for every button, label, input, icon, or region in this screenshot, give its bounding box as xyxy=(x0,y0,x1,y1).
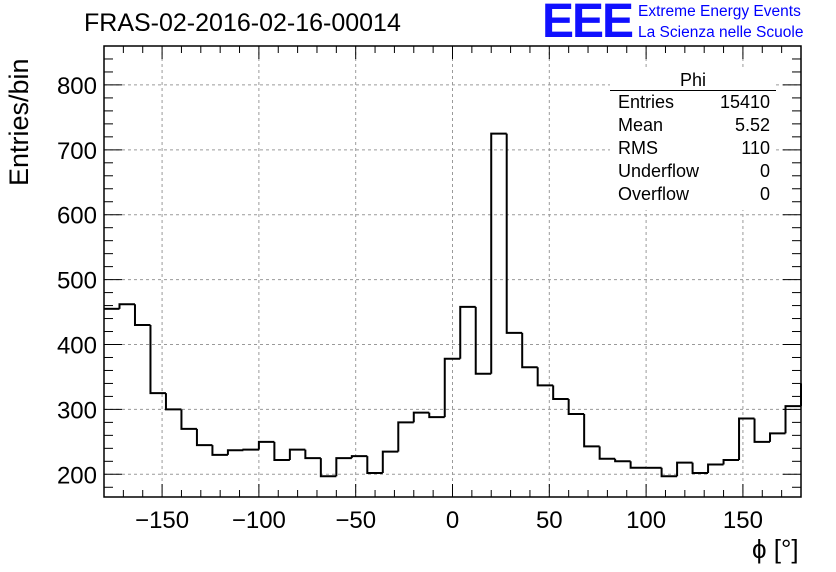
histogram-bin xyxy=(505,133,523,334)
stats-label: Mean xyxy=(618,115,664,135)
logo-tagline-1: Extreme Energy Events xyxy=(638,3,801,20)
histogram-bin xyxy=(335,457,352,477)
histogram-bin xyxy=(195,428,213,447)
histogram-bin xyxy=(707,463,724,473)
histogram-bin xyxy=(381,450,399,473)
stats-row-overflow: Overflow 0 xyxy=(618,184,770,207)
y-tick-label: 800 xyxy=(57,73,97,100)
x-axis-label: ϕ [°] xyxy=(752,534,799,564)
stats-label: Overflow xyxy=(618,184,690,204)
eee-logo: EEE xyxy=(542,0,634,48)
histogram-bin xyxy=(443,357,461,418)
histogram-bin xyxy=(459,305,476,359)
histogram-bin xyxy=(598,446,616,460)
histogram-bin xyxy=(536,367,554,387)
histogram-bin xyxy=(738,417,755,461)
stats-value: 15410 xyxy=(719,92,770,112)
histogram-bin xyxy=(676,461,693,477)
y-tick-label: 600 xyxy=(57,203,97,230)
stats-row-mean: Mean 5.52 xyxy=(618,115,770,138)
plot-title: FRAS-02-2016-02-16-00014 xyxy=(84,9,401,37)
histogram-bin xyxy=(769,432,786,442)
histogram-bin xyxy=(552,385,569,401)
y-tick-label: 300 xyxy=(57,397,97,424)
histogram-bin xyxy=(614,458,631,463)
histogram-bin xyxy=(226,449,244,455)
x-tick-label: −100 xyxy=(232,507,286,534)
histogram-bin xyxy=(133,304,151,327)
x-tick-label: 50 xyxy=(536,507,563,534)
histogram-bin xyxy=(660,467,678,478)
histogram-bin xyxy=(118,303,135,309)
histogram-bin xyxy=(521,332,538,369)
x-tick-labels: −150 −100 −50 0 50 100 150 xyxy=(135,507,763,534)
histogram-bin xyxy=(149,325,166,395)
stats-label: Entries xyxy=(618,92,675,112)
histogram-bin xyxy=(412,411,430,423)
histogram-bin xyxy=(164,393,182,411)
histogram-bin xyxy=(474,306,492,375)
histogram-bin xyxy=(350,455,368,459)
stats-row-entries: Entries 15410 xyxy=(618,92,770,115)
histogram-bin xyxy=(722,459,740,465)
histogram-bin xyxy=(242,448,259,451)
x-tick-label: 0 xyxy=(446,507,459,534)
stats-row-underflow: Underflow 0 xyxy=(618,161,770,184)
histogram-bins xyxy=(104,132,802,478)
stats-label: Underflow xyxy=(618,161,700,181)
y-tick-label: 200 xyxy=(57,462,97,489)
y-tick-label: 500 xyxy=(57,268,97,295)
histogram-bin xyxy=(257,440,275,450)
stats-label: RMS xyxy=(618,138,658,158)
histogram-bin xyxy=(319,458,337,478)
y-tick-label: 400 xyxy=(57,333,97,360)
histogram-bin xyxy=(428,412,445,419)
histogram-bin xyxy=(180,409,197,430)
stats-divider xyxy=(610,90,776,91)
histogram-bin xyxy=(691,462,709,474)
stats-box: Phi Entries 15410 Mean 5.52 RMS 110 Unde… xyxy=(610,70,776,210)
stats-value: 0 xyxy=(759,184,770,204)
histogram-bin xyxy=(366,456,383,474)
histogram-bin xyxy=(273,441,290,462)
axis-ticks xyxy=(103,46,802,497)
histogram-bin xyxy=(211,445,228,456)
grid-lines xyxy=(104,46,801,497)
y-axis-label: Entries/bin xyxy=(4,58,34,186)
stats-histogram-name: Phi xyxy=(679,70,706,90)
histogram-bin xyxy=(629,461,647,469)
logo-tagline-2: La Scienza nelle Scuole xyxy=(638,24,804,41)
stats-row-rms: RMS 110 xyxy=(618,138,770,161)
histogram-bin xyxy=(397,421,414,452)
histogram-bin xyxy=(490,132,507,374)
x-tick-label: 100 xyxy=(626,507,666,534)
y-tick-labels: 200 300 400 500 600 700 800 xyxy=(57,73,97,489)
x-tick-label: −50 xyxy=(335,507,376,534)
x-tick-label: −150 xyxy=(135,507,189,534)
stats-value: 110 xyxy=(741,138,770,158)
histogram-bin xyxy=(304,449,321,460)
x-tick-label: 150 xyxy=(723,507,763,534)
stats-value: 0 xyxy=(759,161,770,181)
histogram-bin xyxy=(784,405,801,434)
histogram-bin xyxy=(753,418,771,443)
histogram-bin xyxy=(583,413,600,448)
histogram-bin xyxy=(567,399,585,415)
y-tick-label: 700 xyxy=(57,138,97,165)
histogram-bin xyxy=(288,448,306,461)
stats-value: 5.52 xyxy=(734,115,770,135)
